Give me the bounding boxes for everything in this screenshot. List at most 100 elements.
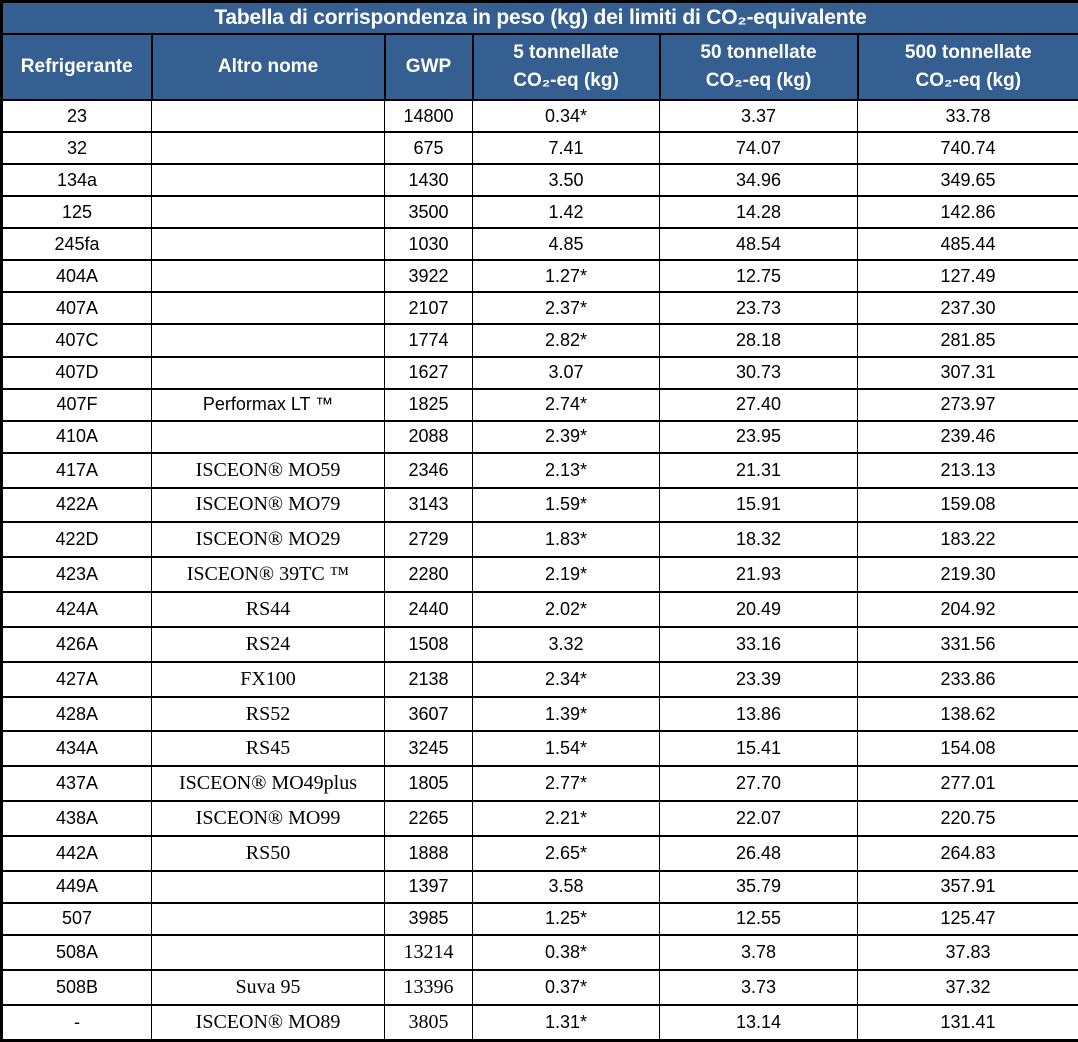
- table-row: 426A RS24 1508 3.32 33.16 331.56: [1, 625, 1078, 663]
- cell-refrigerante: 422A: [1, 486, 152, 524]
- cell-co2eq-500t: 159.08: [857, 486, 1078, 524]
- table-row: 442A RS50 1888 2.65* 26.48 264.83: [1, 834, 1078, 872]
- cell-gwp: 14800: [384, 98, 473, 134]
- cell-gwp: 1825: [384, 387, 473, 422]
- cell-co2eq-5t: 3.58: [472, 869, 660, 904]
- cell-altro-nome: [151, 131, 385, 166]
- cell-altro-nome: Suva 95: [151, 968, 385, 1006]
- cell-co2eq-50t: 26.48: [659, 834, 858, 872]
- cell-altro-nome: [151, 355, 385, 390]
- cell-altro-nome: ISCEON® MO99: [151, 800, 385, 837]
- table-row: 427A FX100 2138 2.34* 23.39 233.86: [1, 660, 1078, 698]
- cell-gwp: 1508: [384, 625, 473, 663]
- cell-co2eq-500t: 37.32: [857, 968, 1078, 1006]
- cell-co2eq-5t: 0.38*: [472, 933, 660, 971]
- cell-co2eq-5t: 1.83*: [472, 521, 660, 559]
- cell-co2eq-500t: 349.65: [857, 163, 1078, 198]
- cell-refrigerante: 245fa: [1, 227, 152, 262]
- cell-co2eq-50t: 3.78: [659, 933, 858, 971]
- table-row: 424A RS44 2440 2.02* 20.49 204.92: [1, 591, 1078, 628]
- column-header-50-tonnellate: 50 tonnellate CO₂-eq (kg): [658, 33, 859, 101]
- column-header-label: CO₂-eq (kg): [915, 70, 1022, 91]
- column-header-label: 5 tonnellate: [513, 42, 619, 64]
- cell-co2eq-50t: 23.73: [659, 291, 858, 326]
- cell-refrigerante: 438A: [1, 800, 152, 837]
- cell-gwp: 1627: [384, 355, 473, 390]
- cell-co2eq-50t: 28.18: [659, 323, 858, 358]
- table-row: 125 3500 1.42 14.28 142.86: [1, 195, 1078, 230]
- cell-co2eq-50t: 21.31: [659, 451, 858, 489]
- table-row: 410A 2088 2.39* 23.95 239.46: [1, 419, 1078, 454]
- cell-altro-nome: ISCEON® MO59: [151, 451, 385, 489]
- cell-refrigerante: 423A: [1, 556, 152, 594]
- cell-co2eq-500t: 233.86: [857, 660, 1078, 698]
- cell-altro-nome: [151, 901, 385, 936]
- cell-altro-nome: FX100: [151, 660, 385, 698]
- cell-refrigerante: 508A: [1, 933, 152, 971]
- cell-co2eq-5t: 2.39*: [472, 419, 660, 454]
- cell-co2eq-50t: 74.07: [659, 131, 858, 166]
- cell-co2eq-5t: 0.34*: [472, 98, 660, 134]
- cell-co2eq-5t: 2.34*: [472, 660, 660, 698]
- cell-co2eq-50t: 27.70: [659, 765, 858, 803]
- cell-co2eq-500t: 331.56: [857, 625, 1078, 663]
- cell-gwp: 1030: [384, 227, 473, 262]
- cell-co2eq-500t: 264.83: [857, 834, 1078, 872]
- table-row: 134a 1430 3.50 34.96 349.65: [1, 163, 1078, 198]
- table-row: 407F Performax LT ™ 1825 2.74* 27.40 273…: [1, 387, 1078, 422]
- table-title: Tabella di corrispondenza in peso (kg) d…: [0, 0, 1078, 35]
- table-row: 422A ISCEON® MO79 3143 1.59* 15.91 159.0…: [1, 486, 1078, 524]
- table-row: 32 675 7.41 74.07 740.74: [1, 131, 1078, 166]
- cell-co2eq-50t: 3.37: [659, 98, 858, 134]
- cell-co2eq-5t: 1.25*: [472, 901, 660, 936]
- cell-co2eq-50t: 12.75: [659, 259, 858, 294]
- cell-co2eq-500t: 154.08: [857, 730, 1078, 768]
- cell-altro-nome: [151, 163, 385, 198]
- column-header-altro-nome: Altro nome: [150, 33, 386, 101]
- cell-co2eq-50t: 14.28: [659, 195, 858, 230]
- cell-gwp: 1888: [384, 834, 473, 872]
- table-row: 423A ISCEON® 39TC ™ 2280 2.19* 21.93 219…: [1, 556, 1078, 594]
- cell-gwp: 13214: [384, 933, 473, 971]
- cell-refrigerante: 508B: [1, 968, 152, 1006]
- cell-refrigerante: 449A: [1, 869, 152, 904]
- cell-co2eq-5t: 2.65*: [472, 834, 660, 872]
- column-header-label: CO₂-eq (kg): [705, 70, 812, 91]
- cell-refrigerante: 407A: [1, 291, 152, 326]
- cell-altro-nome: [151, 259, 385, 294]
- cell-refrigerante: 407C: [1, 323, 152, 358]
- cell-gwp: 675: [384, 131, 473, 166]
- table-body: 23 14800 0.34* 3.37 33.78 32 675 7.41 74…: [1, 98, 1078, 1042]
- cell-co2eq-5t: 1.27*: [472, 259, 660, 294]
- cell-altro-nome: [151, 419, 385, 454]
- column-header-label: 50 tonnellate: [700, 42, 817, 64]
- cell-co2eq-5t: 7.41: [472, 131, 660, 166]
- cell-co2eq-50t: 27.40: [659, 387, 858, 422]
- cell-refrigerante: 437A: [1, 765, 152, 803]
- cell-co2eq-50t: 15.91: [659, 486, 858, 524]
- cell-altro-nome: [151, 869, 385, 904]
- cell-co2eq-50t: 15.41: [659, 730, 858, 768]
- cell-altro-nome: RS44: [151, 591, 385, 628]
- cell-co2eq-5t: 2.02*: [472, 591, 660, 628]
- table-row: 428A RS52 3607 1.39* 13.86 138.62: [1, 695, 1078, 733]
- column-header-gwp: GWP: [383, 33, 474, 101]
- cell-gwp: 3805: [384, 1003, 473, 1042]
- cell-co2eq-500t: 183.22: [857, 521, 1078, 559]
- cell-co2eq-50t: 34.96: [659, 163, 858, 198]
- cell-co2eq-5t: 2.13*: [472, 451, 660, 489]
- cell-altro-nome: ISCEON® 39TC ™: [151, 556, 385, 594]
- cell-altro-nome: [151, 195, 385, 230]
- cell-gwp: 1774: [384, 323, 473, 358]
- cell-gwp: 2138: [384, 660, 473, 698]
- column-header-label: 500 tonnellate: [904, 42, 1032, 64]
- cell-altro-nome: [151, 291, 385, 326]
- cell-gwp: 2440: [384, 591, 473, 628]
- table-row: 245fa 1030 4.85 48.54 485.44: [1, 227, 1078, 262]
- cell-co2eq-50t: 22.07: [659, 800, 858, 837]
- cell-co2eq-50t: 20.49: [659, 591, 858, 628]
- column-header-label: GWP: [405, 56, 452, 78]
- cell-gwp: 2729: [384, 521, 473, 559]
- cell-co2eq-500t: 281.85: [857, 323, 1078, 358]
